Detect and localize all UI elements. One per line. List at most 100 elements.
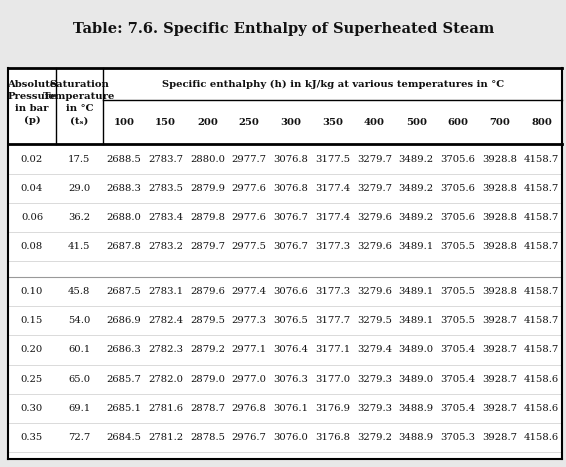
Text: 3705.5: 3705.5	[440, 316, 475, 325]
Text: 2879.9: 2879.9	[190, 184, 225, 193]
Text: 3279.6: 3279.6	[357, 213, 392, 222]
Text: 3076.7: 3076.7	[273, 213, 308, 222]
Text: 300: 300	[281, 118, 302, 127]
Text: 4158.7: 4158.7	[524, 155, 559, 163]
Text: 2977.0: 2977.0	[231, 375, 267, 384]
Text: 3076.5: 3076.5	[273, 316, 308, 325]
Text: 3177.3: 3177.3	[315, 242, 350, 251]
Text: 36.2: 36.2	[68, 213, 91, 222]
Text: 3176.9: 3176.9	[315, 404, 350, 413]
Text: 3705.5: 3705.5	[440, 287, 475, 296]
Text: 2977.7: 2977.7	[231, 155, 267, 163]
Text: 69.1: 69.1	[68, 404, 91, 413]
Text: 2977.6: 2977.6	[231, 213, 267, 222]
Text: 3928.7: 3928.7	[482, 316, 517, 325]
Text: 3488.9: 3488.9	[398, 404, 434, 413]
Text: 29.0: 29.0	[68, 184, 91, 193]
Text: 3076.4: 3076.4	[273, 346, 308, 354]
Text: 2782.4: 2782.4	[148, 316, 183, 325]
Text: 2688.0: 2688.0	[106, 213, 142, 222]
Text: 3279.7: 3279.7	[357, 184, 392, 193]
Text: 2878.5: 2878.5	[190, 433, 225, 442]
Text: 4158.6: 4158.6	[524, 433, 559, 442]
Text: 3279.6: 3279.6	[357, 287, 392, 296]
Text: 200: 200	[197, 118, 218, 127]
Text: 3076.1: 3076.1	[273, 404, 308, 413]
Text: 2685.1: 2685.1	[106, 404, 142, 413]
Text: 0.06: 0.06	[21, 213, 43, 222]
Text: 3489.2: 3489.2	[398, 155, 434, 163]
Text: 3705.4: 3705.4	[440, 404, 475, 413]
Text: 4158.7: 4158.7	[524, 184, 559, 193]
Text: 2879.5: 2879.5	[190, 316, 225, 325]
Text: 3928.8: 3928.8	[482, 213, 517, 222]
Text: 3177.7: 3177.7	[315, 316, 350, 325]
Text: 3279.2: 3279.2	[357, 433, 392, 442]
Text: 2688.3: 2688.3	[106, 184, 142, 193]
Text: 0.02: 0.02	[21, 155, 43, 163]
Text: 3177.4: 3177.4	[315, 213, 350, 222]
Text: 800: 800	[531, 118, 552, 127]
Text: 150: 150	[155, 118, 176, 127]
Text: 3705.3: 3705.3	[440, 433, 475, 442]
Text: 3705.6: 3705.6	[440, 213, 475, 222]
Text: Table: 7.6. Specific Enthalpy of Superheated Steam: Table: 7.6. Specific Enthalpy of Superhe…	[74, 21, 495, 35]
Text: 2781.2: 2781.2	[148, 433, 183, 442]
Text: 2878.7: 2878.7	[190, 404, 225, 413]
Text: 3279.5: 3279.5	[357, 316, 392, 325]
Text: 3489.1: 3489.1	[398, 242, 434, 251]
Text: 3928.7: 3928.7	[482, 433, 517, 442]
Text: 3928.7: 3928.7	[482, 346, 517, 354]
Text: 4158.6: 4158.6	[524, 404, 559, 413]
Text: 2977.1: 2977.1	[231, 346, 267, 354]
Text: 2686.9: 2686.9	[106, 316, 142, 325]
Text: 2783.1: 2783.1	[148, 287, 183, 296]
Text: 3177.4: 3177.4	[315, 184, 350, 193]
Text: 2781.6: 2781.6	[148, 404, 183, 413]
Text: 45.8: 45.8	[68, 287, 91, 296]
Text: 4158.7: 4158.7	[524, 316, 559, 325]
Text: 2687.8: 2687.8	[106, 242, 142, 251]
Text: 2684.5: 2684.5	[106, 433, 142, 442]
Text: 2977.4: 2977.4	[231, 287, 267, 296]
Text: 0.15: 0.15	[21, 316, 43, 325]
Text: 4158.7: 4158.7	[524, 346, 559, 354]
Text: 700: 700	[490, 118, 511, 127]
Text: 2782.3: 2782.3	[148, 346, 183, 354]
Text: 100: 100	[113, 118, 134, 127]
Text: 3489.1: 3489.1	[398, 316, 434, 325]
Text: 2686.3: 2686.3	[106, 346, 142, 354]
Text: 3076.3: 3076.3	[273, 375, 308, 384]
Text: 3928.8: 3928.8	[482, 184, 517, 193]
Text: 3928.8: 3928.8	[482, 287, 517, 296]
Text: 250: 250	[239, 118, 260, 127]
Text: 0.35: 0.35	[21, 433, 43, 442]
Text: 2783.4: 2783.4	[148, 213, 183, 222]
Text: 400: 400	[364, 118, 385, 127]
Text: 2879.7: 2879.7	[190, 242, 225, 251]
Text: 0.25: 0.25	[21, 375, 43, 384]
Text: 0.08: 0.08	[21, 242, 43, 251]
Text: 3489.2: 3489.2	[398, 213, 434, 222]
Text: 3177.3: 3177.3	[315, 287, 350, 296]
Text: 3076.8: 3076.8	[273, 184, 308, 193]
Text: 3279.4: 3279.4	[357, 346, 392, 354]
Text: 2688.5: 2688.5	[106, 155, 142, 163]
Text: 3489.2: 3489.2	[398, 184, 434, 193]
Text: 2685.7: 2685.7	[106, 375, 142, 384]
Text: 3176.8: 3176.8	[315, 433, 350, 442]
Text: 2783.5: 2783.5	[148, 184, 183, 193]
Text: 3076.6: 3076.6	[273, 287, 308, 296]
Text: 60.1: 60.1	[68, 346, 91, 354]
Text: 65.0: 65.0	[68, 375, 91, 384]
Text: 4158.7: 4158.7	[524, 287, 559, 296]
Text: 3076.7: 3076.7	[273, 242, 308, 251]
Text: 3279.3: 3279.3	[357, 404, 392, 413]
Text: 0.04: 0.04	[21, 184, 43, 193]
Text: 2782.0: 2782.0	[148, 375, 183, 384]
Text: 0.30: 0.30	[21, 404, 43, 413]
Text: 3928.7: 3928.7	[482, 375, 517, 384]
Text: 3177.1: 3177.1	[315, 346, 350, 354]
Text: 3489.0: 3489.0	[398, 346, 434, 354]
Text: Specific enthalphy (h) in kJ/kg at various temperatures in °C: Specific enthalphy (h) in kJ/kg at vario…	[162, 80, 504, 89]
